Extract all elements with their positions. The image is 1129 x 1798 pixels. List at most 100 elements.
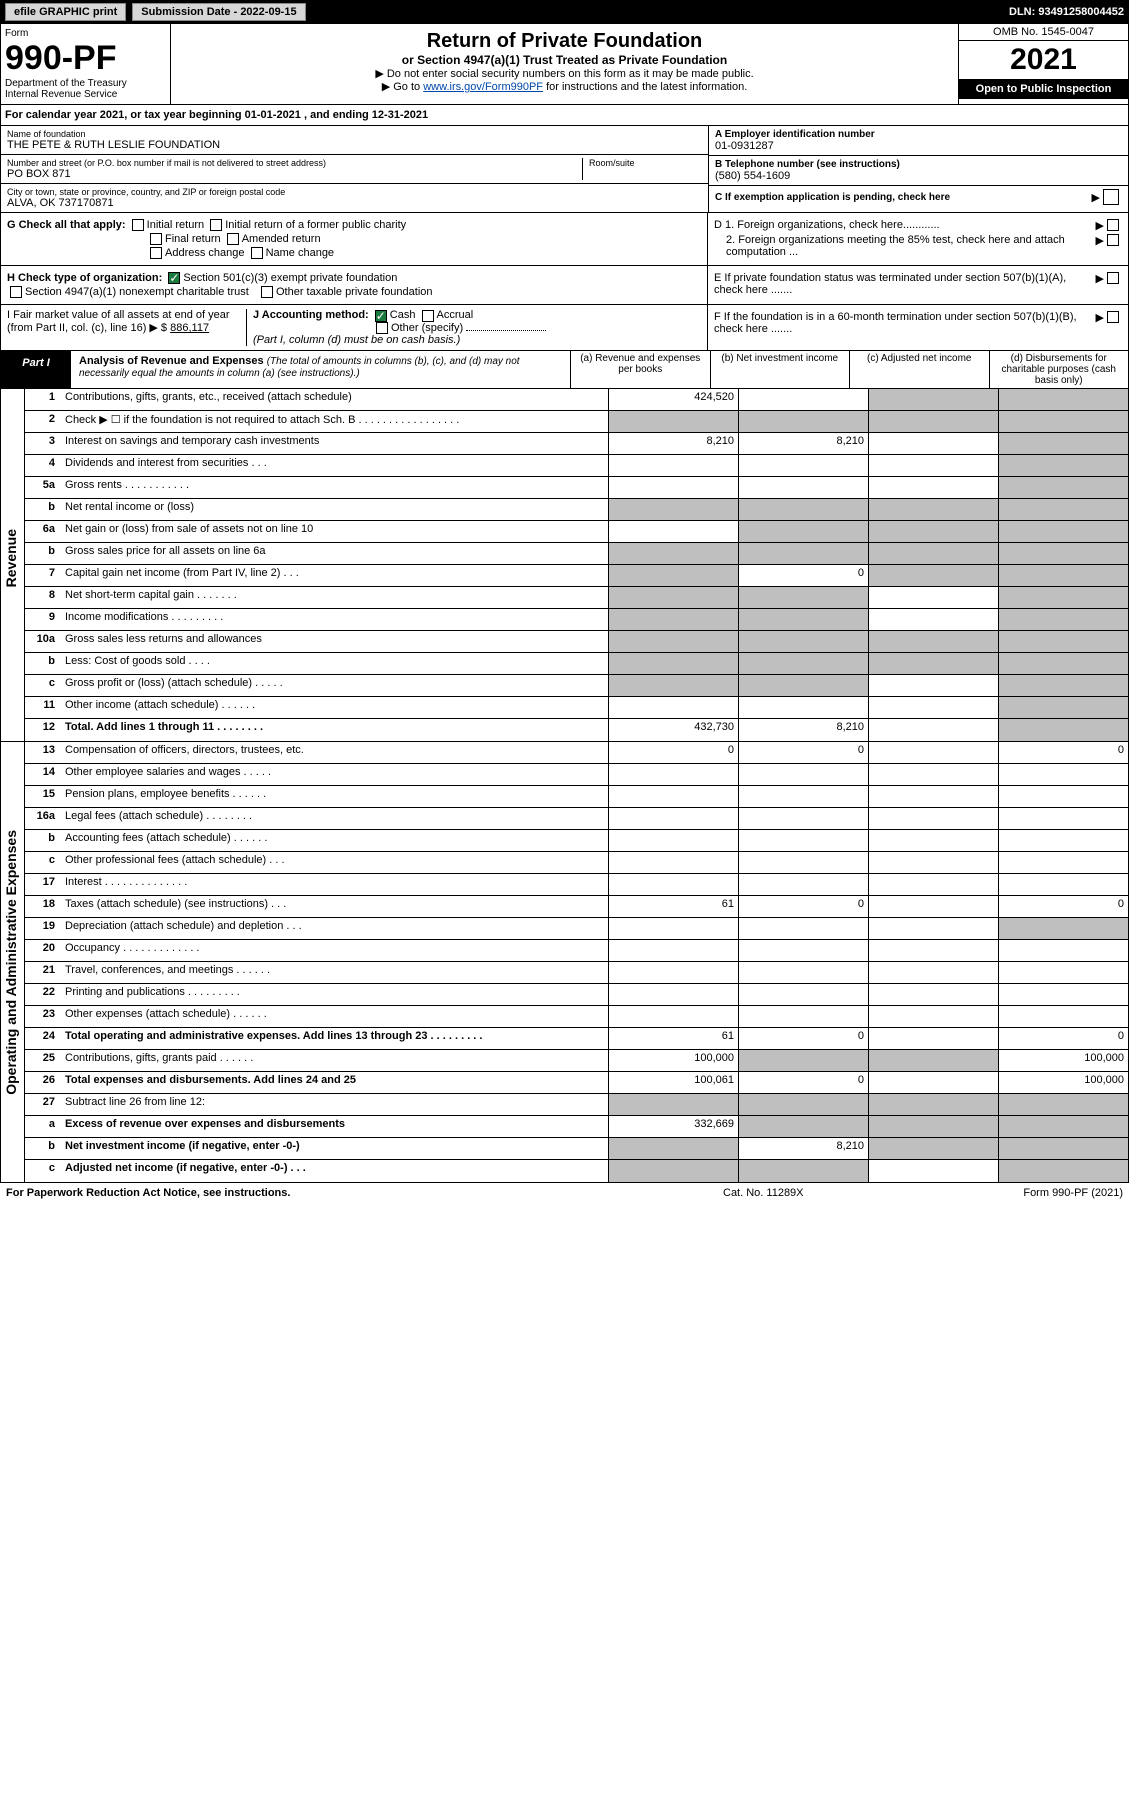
table-row: 9Income modifications . . . . . . . . . — [25, 609, 1128, 631]
table-row: bNet rental income or (loss) — [25, 499, 1128, 521]
tel: (580) 554-1609 — [715, 170, 1122, 182]
table-row: bGross sales price for all assets on lin… — [25, 543, 1128, 565]
addr-label: Number and street (or P.O. box number if… — [7, 158, 582, 168]
table-row: 27Subtract line 26 from line 12: — [25, 1094, 1128, 1116]
line-number: 20 — [25, 940, 61, 961]
table-row: 24Total operating and administrative exp… — [25, 1028, 1128, 1050]
irs-link[interactable]: www.irs.gov/Form990PF — [423, 81, 543, 93]
h-501c3[interactable] — [168, 272, 180, 284]
calendar-year: For calendar year 2021, or tax year begi… — [0, 105, 1129, 126]
g-label: G Check all that apply: — [7, 219, 126, 231]
cell-c — [868, 896, 998, 917]
g-initial-former[interactable] — [210, 219, 222, 231]
line-number: 3 — [25, 433, 61, 454]
d1-cb[interactable] — [1107, 219, 1119, 231]
cell-b: 8,210 — [738, 433, 868, 454]
cell-c — [868, 389, 998, 410]
line-number: 18 — [25, 896, 61, 917]
cell-b — [738, 808, 868, 829]
c-checkbox[interactable] — [1103, 189, 1119, 205]
line-desc: Travel, conferences, and meetings . . . … — [61, 962, 608, 983]
g-d-block: G Check all that apply: Initial return I… — [0, 213, 1129, 266]
cell-a — [608, 1138, 738, 1159]
line-number: 15 — [25, 786, 61, 807]
table-row: 16aLegal fees (attach schedule) . . . . … — [25, 808, 1128, 830]
g-final[interactable] — [150, 233, 162, 245]
cell-d — [998, 499, 1128, 520]
line-number: 17 — [25, 874, 61, 895]
cell-b — [738, 455, 868, 476]
cell-d — [998, 521, 1128, 542]
efile-button[interactable]: efile GRAPHIC print — [5, 3, 126, 21]
cell-c — [868, 499, 998, 520]
g-initial[interactable] — [132, 219, 144, 231]
cell-c — [868, 543, 998, 564]
line-desc: Depreciation (attach schedule) and deple… — [61, 918, 608, 939]
note2-pre: ▶ Go to — [382, 81, 423, 93]
cell-b — [738, 1160, 868, 1182]
cell-d — [998, 852, 1128, 873]
line-desc: Subtract line 26 from line 12: — [61, 1094, 608, 1115]
g-o6: Name change — [266, 247, 335, 259]
e-cb[interactable] — [1107, 272, 1119, 284]
h-4947[interactable] — [10, 286, 22, 298]
f-cb[interactable] — [1107, 311, 1119, 323]
cell-d — [998, 455, 1128, 476]
g-address[interactable] — [150, 247, 162, 259]
h-label: H Check type of organization: — [7, 272, 162, 284]
cell-c — [868, 1028, 998, 1049]
j-other[interactable] — [376, 322, 388, 334]
line-desc: Total. Add lines 1 through 11 . . . . . … — [61, 719, 608, 741]
cell-d — [998, 830, 1128, 851]
line-desc: Interest . . . . . . . . . . . . . . — [61, 874, 608, 895]
table-row: 18Taxes (attach schedule) (see instructi… — [25, 896, 1128, 918]
line-number: 7 — [25, 565, 61, 586]
cell-d — [998, 587, 1128, 608]
line-desc: Gross sales price for all assets on line… — [61, 543, 608, 564]
h-other[interactable] — [261, 286, 273, 298]
cell-d — [998, 543, 1128, 564]
line-desc: Excess of revenue over expenses and disb… — [61, 1116, 608, 1137]
cell-b — [738, 411, 868, 432]
table-row: aExcess of revenue over expenses and dis… — [25, 1116, 1128, 1138]
cell-b — [738, 609, 868, 630]
j-cash[interactable] — [375, 310, 387, 322]
dln: DLN: 93491258004452 — [1009, 6, 1124, 18]
expense-table: Operating and Administrative Expenses 13… — [0, 742, 1129, 1183]
table-row: bNet investment income (if negative, ent… — [25, 1138, 1128, 1160]
cell-d — [998, 1116, 1128, 1137]
cell-b — [738, 874, 868, 895]
table-row: 20Occupancy . . . . . . . . . . . . . — [25, 940, 1128, 962]
cell-b — [738, 962, 868, 983]
cell-d — [998, 609, 1128, 630]
cell-c — [868, 433, 998, 454]
cell-b — [738, 499, 868, 520]
table-row: 2Check ▶ ☐ if the foundation is not requ… — [25, 411, 1128, 433]
e-label: E If private foundation status was termi… — [714, 272, 1096, 296]
cell-a — [608, 455, 738, 476]
table-row: cGross profit or (loss) (attach schedule… — [25, 675, 1128, 697]
cell-a — [608, 565, 738, 586]
line-desc: Contributions, gifts, grants, etc., rece… — [61, 389, 608, 410]
cell-a: 332,669 — [608, 1116, 738, 1137]
cell-c — [868, 455, 998, 476]
table-row: cOther professional fees (attach schedul… — [25, 852, 1128, 874]
line-desc: Net gain or (loss) from sale of assets n… — [61, 521, 608, 542]
revenue-side-label: Revenue — [3, 529, 19, 587]
j-accrual[interactable] — [422, 310, 434, 322]
cell-a — [608, 631, 738, 652]
j-o2: Accrual — [437, 309, 474, 321]
line-number: 8 — [25, 587, 61, 608]
g-name[interactable] — [251, 247, 263, 259]
cell-d — [998, 389, 1128, 410]
cell-a — [608, 609, 738, 630]
irs: Internal Revenue Service — [5, 89, 166, 100]
revenue-table: Revenue 1Contributions, gifts, grants, e… — [0, 389, 1129, 742]
col-c-hdr: (c) Adjusted net income — [850, 351, 990, 388]
g-amended[interactable] — [227, 233, 239, 245]
line-desc: Other expenses (attach schedule) . . . .… — [61, 1006, 608, 1027]
line-desc: Income modifications . . . . . . . . . — [61, 609, 608, 630]
cell-c — [868, 521, 998, 542]
d2-cb[interactable] — [1107, 234, 1119, 246]
line-number: 26 — [25, 1072, 61, 1093]
